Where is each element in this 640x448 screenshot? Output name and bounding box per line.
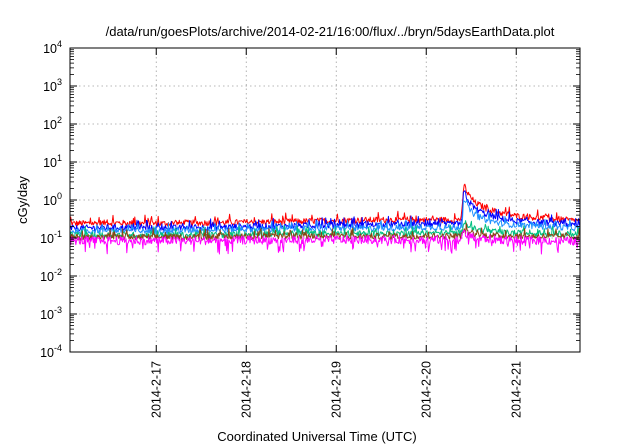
x-tick-label: 2014-2-18 xyxy=(239,361,253,418)
y-tick-label: 10-1 xyxy=(40,229,62,246)
grid-lines xyxy=(70,48,580,352)
x-axis: 2014-2-17 2014-2-18 2014-2-19 2014-2-20 2014… xyxy=(149,48,523,418)
series-line-3 xyxy=(69,199,581,235)
x-tick-label: 2014-2-21 xyxy=(509,361,523,418)
y-tick-label: 104 xyxy=(43,39,62,56)
x-axis-label: Coordinated Universal Time (UTC) xyxy=(217,429,416,444)
y-tick-label: 101 xyxy=(43,153,62,170)
x-tick-label: 2014-2-20 xyxy=(419,361,433,418)
chart-title: /data/run/goesPlots/archive/2014-02-21/1… xyxy=(106,24,555,39)
series-line-6 xyxy=(69,230,581,255)
y-tick-label: 10-2 xyxy=(40,267,62,284)
y-tick-label: 103 xyxy=(43,77,62,94)
y-axis: 10-4 10-3 10-2 10-1 100 101 102 103 104 xyxy=(40,39,580,360)
y-tick-label: 100 xyxy=(43,191,62,208)
series-line-5 xyxy=(69,222,581,241)
series-layer xyxy=(69,183,581,255)
y-tick-label: 102 xyxy=(43,115,62,132)
x-tick-label: 2014-2-17 xyxy=(149,361,163,418)
y-tick-label: 10-3 xyxy=(40,305,62,322)
y-tick-label: 10-4 xyxy=(40,343,62,360)
y-axis-label: cGy/day xyxy=(15,176,30,224)
x-tick-label: 2014-2-19 xyxy=(329,361,343,418)
